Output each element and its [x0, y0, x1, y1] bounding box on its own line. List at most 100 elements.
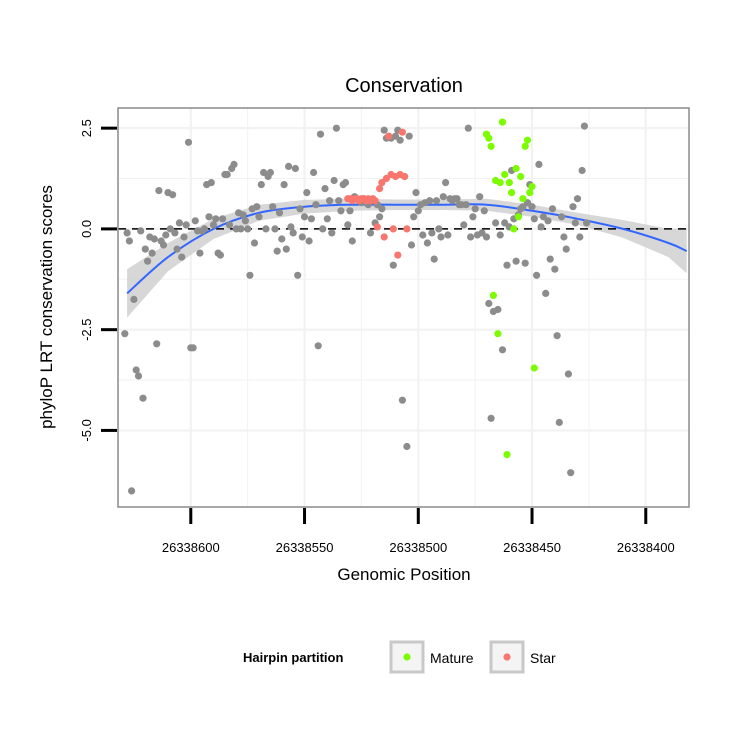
data-point-other — [485, 299, 493, 308]
data-point-other — [212, 215, 220, 223]
data-point-other — [178, 253, 186, 261]
data-point-other — [169, 191, 177, 199]
data-point-other — [551, 265, 559, 273]
data-point-mature — [496, 179, 504, 187]
data-point-other — [278, 235, 286, 243]
data-point-other — [144, 257, 152, 265]
data-point-mature — [530, 364, 538, 372]
data-point-other — [482, 233, 491, 241]
data-point-other — [239, 211, 247, 219]
data-point-other — [266, 168, 274, 177]
data-point-star — [403, 225, 411, 233]
data-point-other — [444, 231, 452, 239]
data-point-other — [573, 195, 582, 203]
chart-title: Conservation — [345, 75, 463, 97]
data-point-other — [567, 469, 575, 477]
data-point-other — [487, 414, 495, 422]
y-axis-title: phyloP LRT conservation scores — [37, 185, 56, 429]
data-point-other — [419, 231, 427, 239]
data-point-other — [564, 370, 573, 378]
data-point-other — [237, 225, 245, 233]
data-point-mature — [517, 172, 525, 181]
data-point-other — [580, 122, 589, 130]
data-point-mature — [514, 213, 523, 221]
data-point-other — [412, 189, 420, 197]
data-point-other — [562, 245, 570, 253]
data-point-other — [223, 170, 231, 179]
data-point-other — [273, 247, 281, 255]
data-point-other — [453, 195, 461, 203]
data-point-other — [250, 239, 259, 247]
data-point-other — [423, 239, 431, 247]
y-tick-label: -2.5 — [79, 318, 94, 340]
data-point-other — [305, 237, 313, 245]
data-point-other — [537, 223, 545, 231]
data-point-other — [253, 203, 261, 211]
data-point-star — [373, 223, 381, 231]
data-point-other — [542, 289, 550, 297]
data-point-other — [153, 340, 161, 348]
data-point-other — [182, 221, 190, 229]
data-point-other — [366, 229, 375, 237]
data-point-other — [492, 219, 500, 227]
data-point-other — [583, 219, 591, 227]
data-point-other — [410, 213, 418, 221]
data-point-other — [546, 255, 554, 263]
data-point-other — [348, 237, 356, 245]
x-axis-title: Genomic Position — [337, 565, 470, 584]
data-point-other — [125, 237, 133, 245]
data-point-other — [141, 245, 149, 253]
data-point-other — [244, 225, 252, 233]
data-point-mature — [512, 164, 520, 173]
data-point-other — [467, 233, 475, 241]
data-point-other — [137, 227, 145, 235]
data-point-other — [346, 207, 354, 215]
x-axis: 26338600 26338550 26338500 26338450 26338400 — [162, 508, 675, 555]
data-point-other — [207, 179, 215, 187]
data-point-star — [376, 185, 384, 193]
data-point-other — [326, 197, 334, 205]
data-point-star — [398, 128, 406, 136]
data-point-other — [319, 225, 327, 233]
legend: Hairpin partition Mature Star — [243, 640, 556, 674]
data-point-mature — [521, 142, 529, 150]
legend-label-mature: Mature — [430, 650, 474, 666]
data-point-other — [437, 233, 445, 241]
data-point-mature — [508, 189, 516, 197]
data-point-other — [200, 225, 208, 233]
data-point-other — [312, 201, 320, 209]
data-point-other — [462, 201, 470, 209]
y-tick-label: -5.0 — [79, 419, 94, 441]
data-point-other — [148, 249, 156, 257]
data-point-other — [432, 197, 441, 205]
data-point-other — [521, 259, 529, 267]
data-point-other — [376, 213, 384, 221]
data-point-star — [401, 172, 409, 181]
data-point-other — [275, 209, 284, 217]
data-point-mature — [494, 330, 502, 338]
plot-panel-border — [117, 107, 690, 508]
data-point-other — [428, 229, 436, 237]
data-point-other — [191, 217, 199, 225]
data-point-other — [291, 164, 299, 173]
data-point-other — [405, 132, 413, 140]
data-point-other — [216, 251, 224, 259]
data-point-other — [159, 241, 168, 249]
data-point-other — [494, 305, 502, 314]
data-point-other — [262, 225, 270, 233]
data-point-other — [196, 249, 204, 257]
data-point-other — [558, 213, 566, 221]
data-point-mature — [510, 225, 518, 233]
data-point-other — [435, 225, 443, 233]
data-point-star — [389, 225, 397, 233]
data-point-other — [285, 162, 293, 170]
data-point-other — [294, 271, 302, 279]
data-point-other — [530, 215, 538, 223]
data-point-star — [385, 132, 393, 140]
data-point-other — [560, 233, 568, 241]
data-point-other — [464, 124, 472, 132]
data-point-other — [314, 342, 322, 350]
data-point-other — [469, 213, 477, 221]
data-point-mature — [523, 136, 532, 144]
data-point-other — [544, 217, 552, 225]
